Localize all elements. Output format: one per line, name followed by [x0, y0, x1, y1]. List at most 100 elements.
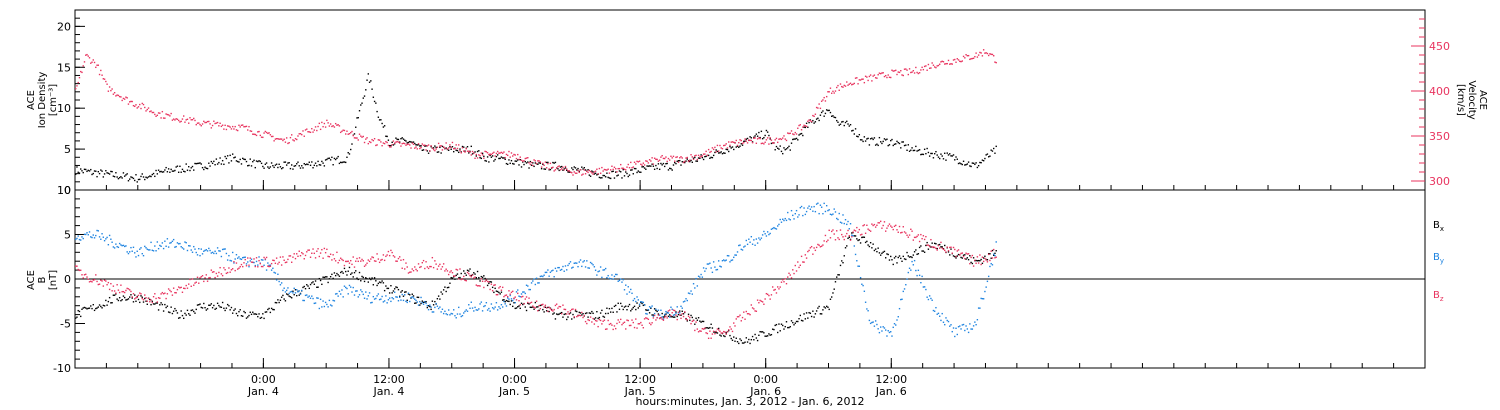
by-series-point — [283, 287, 285, 289]
by-series-point — [157, 247, 160, 250]
bz-series-point — [770, 294, 773, 296]
bz-series-point — [777, 286, 779, 288]
bz-series-point — [994, 257, 996, 259]
bx-series-point — [375, 280, 377, 282]
density-series-point — [915, 145, 917, 148]
by-series-point — [932, 309, 935, 312]
bx-series-point — [839, 264, 842, 267]
velocity-series-point — [553, 170, 555, 172]
by-series-point — [569, 261, 572, 263]
velocity-series-point — [960, 60, 962, 63]
density-series-point — [435, 146, 437, 149]
bz-series-point — [529, 302, 532, 304]
velocity-series-point — [922, 68, 925, 71]
bx-series-point — [328, 278, 331, 280]
bx-series-point — [628, 303, 631, 306]
velocity-series-point — [365, 138, 367, 140]
density-series-point — [298, 165, 300, 167]
bx-series-point — [820, 313, 823, 315]
x-tick-date: Jan. 6 — [875, 385, 907, 398]
velocity-series-point — [858, 79, 861, 81]
bx-series-point — [230, 306, 233, 309]
density-series-point — [373, 100, 376, 103]
density-series-point — [206, 167, 209, 170]
by-series-point — [538, 282, 540, 284]
by-series-point — [808, 205, 810, 207]
bz-series-point — [550, 309, 553, 311]
top-panel-frame — [74, 9, 1426, 191]
velocity-series-point — [161, 110, 164, 113]
by-series-point — [908, 267, 911, 269]
by-series-point — [199, 254, 201, 257]
velocity-series-point — [901, 74, 903, 76]
velocity-series-point — [764, 141, 766, 143]
bz-series-point — [965, 252, 967, 254]
bx-series-point — [451, 277, 454, 279]
bz-series-point — [626, 319, 628, 321]
density-series-point — [817, 117, 819, 119]
bx-series-point — [975, 259, 977, 262]
bx-series-point — [395, 286, 397, 288]
bx-series-point — [586, 312, 588, 314]
density-series-point — [116, 176, 118, 178]
density-series-point — [955, 156, 957, 158]
bx-series-point — [754, 333, 756, 336]
velocity-series-point — [507, 154, 509, 157]
bx-series-point — [373, 277, 376, 279]
density-series-point — [795, 137, 798, 140]
bx-series-point — [488, 282, 490, 285]
bz-series-point — [671, 312, 673, 314]
density-series-point — [680, 164, 682, 166]
by-series-point — [869, 322, 872, 325]
density-series-point — [249, 158, 251, 160]
bx-series-point — [519, 307, 521, 310]
velocity-series-point — [465, 148, 467, 150]
bx-series-point — [312, 281, 314, 283]
bz-series-point — [937, 244, 940, 247]
bz-series-point — [640, 321, 642, 324]
velocity-series-point — [437, 142, 440, 145]
velocity-series-point — [724, 144, 726, 147]
by-series-point — [87, 234, 89, 236]
by-series-point — [874, 320, 877, 322]
bz-series-point — [901, 231, 903, 234]
bz-series-point — [714, 333, 716, 335]
density-series-point — [410, 141, 412, 143]
by-series-point — [272, 267, 274, 269]
velocity-series-point — [533, 159, 535, 161]
bx-series-point — [809, 312, 812, 314]
bz-series-point — [244, 258, 246, 261]
by-series-point — [987, 275, 990, 278]
density-series-point — [386, 135, 388, 138]
bz-series-point — [161, 291, 164, 294]
density-series-point — [533, 165, 535, 168]
velocity-series-point — [789, 132, 791, 135]
velocity-series-point — [274, 138, 277, 140]
bz-series-point — [421, 262, 424, 264]
bz-series-point — [469, 274, 471, 277]
velocity-series-point — [782, 137, 784, 139]
density-series-point — [957, 162, 960, 165]
bz-series-point — [780, 281, 783, 283]
bx-series-point — [926, 241, 928, 244]
bz-series-point — [925, 235, 927, 238]
by-series-point — [868, 319, 871, 322]
bz-series-point — [753, 308, 755, 310]
by-series-point — [179, 242, 181, 245]
bx-series-point — [569, 312, 572, 314]
bx-series-point — [405, 291, 407, 293]
density-series-point — [733, 148, 735, 151]
density-series-point — [170, 168, 172, 171]
density-series-point — [351, 143, 353, 145]
density-series-point — [741, 144, 744, 146]
by-series-point — [750, 235, 753, 238]
bz-series-point — [977, 262, 980, 264]
by-series-point — [977, 307, 980, 309]
by-series-point — [254, 264, 256, 267]
by-series-point — [985, 286, 987, 288]
velocity-series-point — [162, 117, 165, 119]
by-series-point — [925, 288, 927, 291]
bz-series-point — [933, 246, 936, 249]
bz-series-point — [332, 254, 334, 256]
bx-series-point — [304, 287, 307, 290]
